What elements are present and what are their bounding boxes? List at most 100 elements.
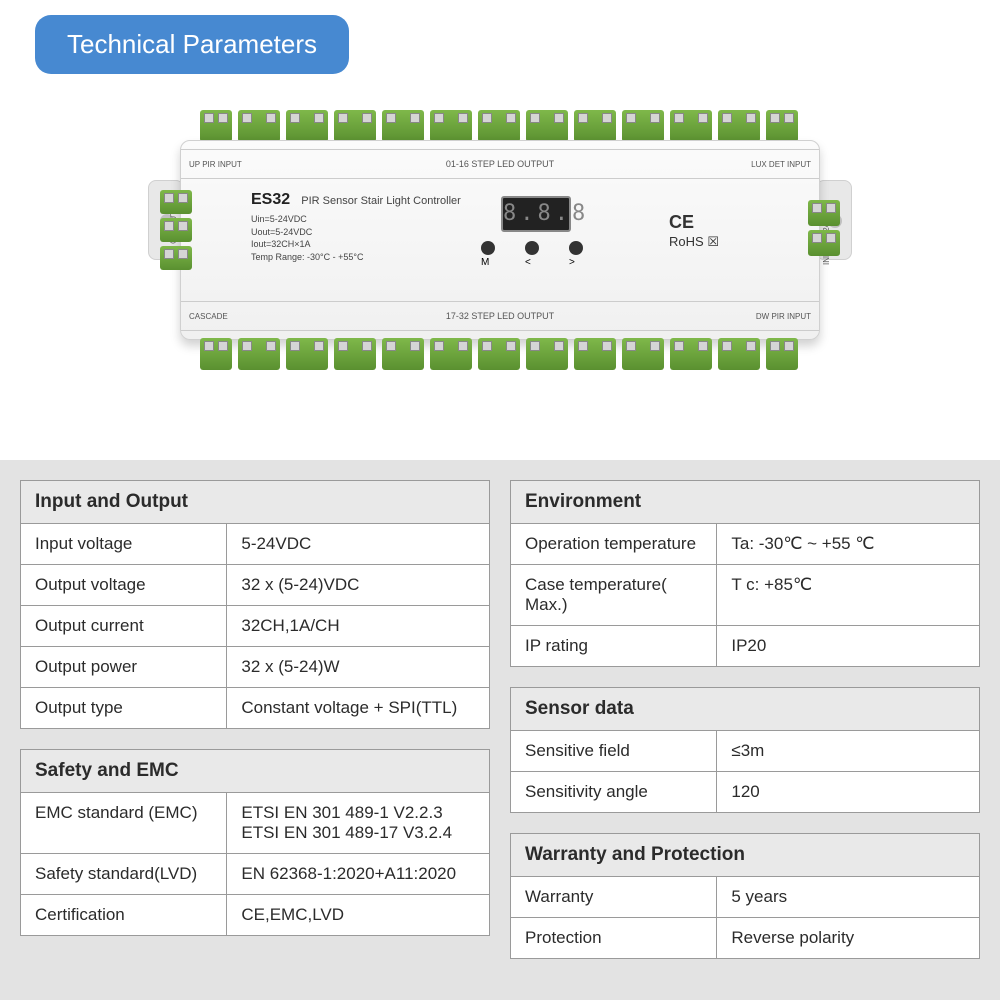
terminal-block (766, 110, 798, 142)
terminal-block (670, 338, 712, 370)
spec-value: ETSI EN 301 489-1 V2.2.3ETSI EN 301 489-… (227, 793, 490, 854)
spec-row: Operation temperatureTa: -30℃ ~ +55 ℃ (511, 524, 980, 565)
spec-table: Warranty and ProtectionWarranty5 yearsPr… (510, 833, 980, 959)
spec-tables-area: Input and OutputInput voltage5-24VDCOutp… (0, 460, 1000, 1000)
terminal-block (526, 338, 568, 370)
spec-row: EMC standard (EMC)ETSI EN 301 489-1 V2.2… (21, 793, 490, 854)
spec-row: Output power32 x (5-24)W (21, 647, 490, 688)
spec-value: Reverse polarity (717, 918, 980, 959)
ce-mark: CE (669, 211, 719, 234)
spec-key: Case temperature( Max.) (511, 565, 717, 626)
spec-row: Output current32CH,1A/CH (21, 606, 490, 647)
terminal-block (334, 110, 376, 142)
title-banner: Technical Parameters (35, 15, 349, 74)
spec-table: Safety and EMCEMC standard (EMC)ETSI EN … (20, 749, 490, 936)
spec-key: Warranty (511, 877, 717, 918)
controller-board: UP PIR INPUT 01-16 STEP LED OUTPUT LUX D… (180, 140, 820, 340)
label-dw-pir: DW PIR INPUT (756, 312, 811, 321)
terminal-block (670, 110, 712, 142)
spec-value: T c: +85℃ (717, 565, 980, 626)
spec-section-header: Warranty and Protection (511, 834, 980, 877)
label-strip-bot: CASCADE 17-32 STEP LED OUTPUT DW PIR INP… (181, 301, 819, 331)
seven-segment-display: 8.8.8 (501, 196, 571, 232)
terminal-block (430, 338, 472, 370)
label-steps-top: 01-16 STEP LED OUTPUT (446, 159, 554, 169)
spec-row: IP ratingIP20 (511, 626, 980, 667)
label-lux-det: LUX DET INPUT (751, 160, 811, 169)
spec-value: 32CH,1A/CH (227, 606, 490, 647)
spec-key: Output type (21, 688, 227, 729)
spec-table: EnvironmentOperation temperatureTa: -30℃… (510, 480, 980, 667)
terminal-row-top (200, 110, 798, 142)
label-steps-bot: 17-32 STEP LED OUTPUT (446, 311, 554, 321)
spec-row: Output voltage32 x (5-24)VDC (21, 565, 490, 606)
terminal-row-bottom (200, 338, 798, 370)
spec-section-header: Sensor data (511, 688, 980, 731)
terminal-block (574, 110, 616, 142)
spec-row: ProtectionReverse polarity (511, 918, 980, 959)
terminal-col-left (160, 190, 192, 270)
terminal-block (718, 338, 760, 370)
spec-table: Input and OutputInput voltage5-24VDCOutp… (20, 480, 490, 729)
button-m[interactable]: M (481, 241, 495, 268)
terminal-block (160, 246, 192, 270)
spec-row: Warranty5 years (511, 877, 980, 918)
terminal-block (382, 110, 424, 142)
spec-table: Sensor dataSensitive field≤3mSensitivity… (510, 687, 980, 813)
label-cascade: CASCADE (189, 312, 228, 321)
spec-key: EMC standard (EMC) (21, 793, 227, 854)
terminal-block (200, 338, 232, 370)
terminal-block (238, 338, 280, 370)
terminal-block (478, 338, 520, 370)
certification-marks: CE RoHS ☒ (669, 211, 719, 251)
button-label: < (525, 257, 531, 268)
label-up-pir: UP PIR INPUT (189, 160, 242, 169)
spec-section-header: Input and Output (21, 481, 490, 524)
terminal-block (334, 338, 376, 370)
spec-row: Input voltage5-24VDC (21, 524, 490, 565)
model-number: ES32 (251, 191, 290, 208)
spec-row: Sensitivity angle120 (511, 772, 980, 813)
spec-section-header: Safety and EMC (21, 750, 490, 793)
spec-value: Ta: -30℃ ~ +55 ℃ (717, 524, 980, 565)
spec-value: EN 62368-1:2020+A11:2020 (227, 854, 490, 895)
spec-row: Output typeConstant voltage + SPI(TTL) (21, 688, 490, 729)
spec-key: Output current (21, 606, 227, 647)
spec-key: Protection (511, 918, 717, 959)
terminal-block (200, 110, 232, 142)
spec-key: Output voltage (21, 565, 227, 606)
spec-key: Sensitivity angle (511, 772, 717, 813)
terminal-block (574, 338, 616, 370)
terminal-block (478, 110, 520, 142)
label-strip-top: UP PIR INPUT 01-16 STEP LED OUTPUT LUX D… (181, 149, 819, 179)
terminal-block (808, 200, 840, 226)
spec-section-header: Environment (511, 481, 980, 524)
terminal-block (238, 110, 280, 142)
terminal-block (382, 338, 424, 370)
spec-key: Output power (21, 647, 227, 688)
spec-value: 5 years (717, 877, 980, 918)
spec-value: 5-24VDC (227, 524, 490, 565)
spec-row: Sensitive field≤3m (511, 731, 980, 772)
button-next[interactable]: > (569, 241, 583, 268)
spec-value: CE,EMC,LVD (227, 895, 490, 936)
terminal-col-right (808, 200, 840, 256)
spec-key: IP rating (511, 626, 717, 667)
spec-value: ≤3m (717, 731, 980, 772)
terminal-block (430, 110, 472, 142)
button-prev[interactable]: < (525, 241, 539, 268)
spec-key: Safety standard(LVD) (21, 854, 227, 895)
button-label: > (569, 257, 575, 268)
product-name: PIR Sensor Stair Light Controller (301, 195, 461, 207)
terminal-block (160, 218, 192, 242)
spec-value: IP20 (717, 626, 980, 667)
spec-column-right: EnvironmentOperation temperatureTa: -30℃… (510, 480, 980, 980)
spec-column-left: Input and OutputInput voltage5-24VDCOutp… (20, 480, 490, 980)
product-illustration: UP PIR INPUT 01-16 STEP LED OUTPUT LUX D… (140, 120, 860, 400)
spec-key: Certification (21, 895, 227, 936)
terminal-block (808, 230, 840, 256)
spec-value: 32 x (5-24)W (227, 647, 490, 688)
spec-row: Safety standard(LVD)EN 62368-1:2020+A11:… (21, 854, 490, 895)
spec-row: Case temperature( Max.)T c: +85℃ (511, 565, 980, 626)
terminal-block (286, 110, 328, 142)
